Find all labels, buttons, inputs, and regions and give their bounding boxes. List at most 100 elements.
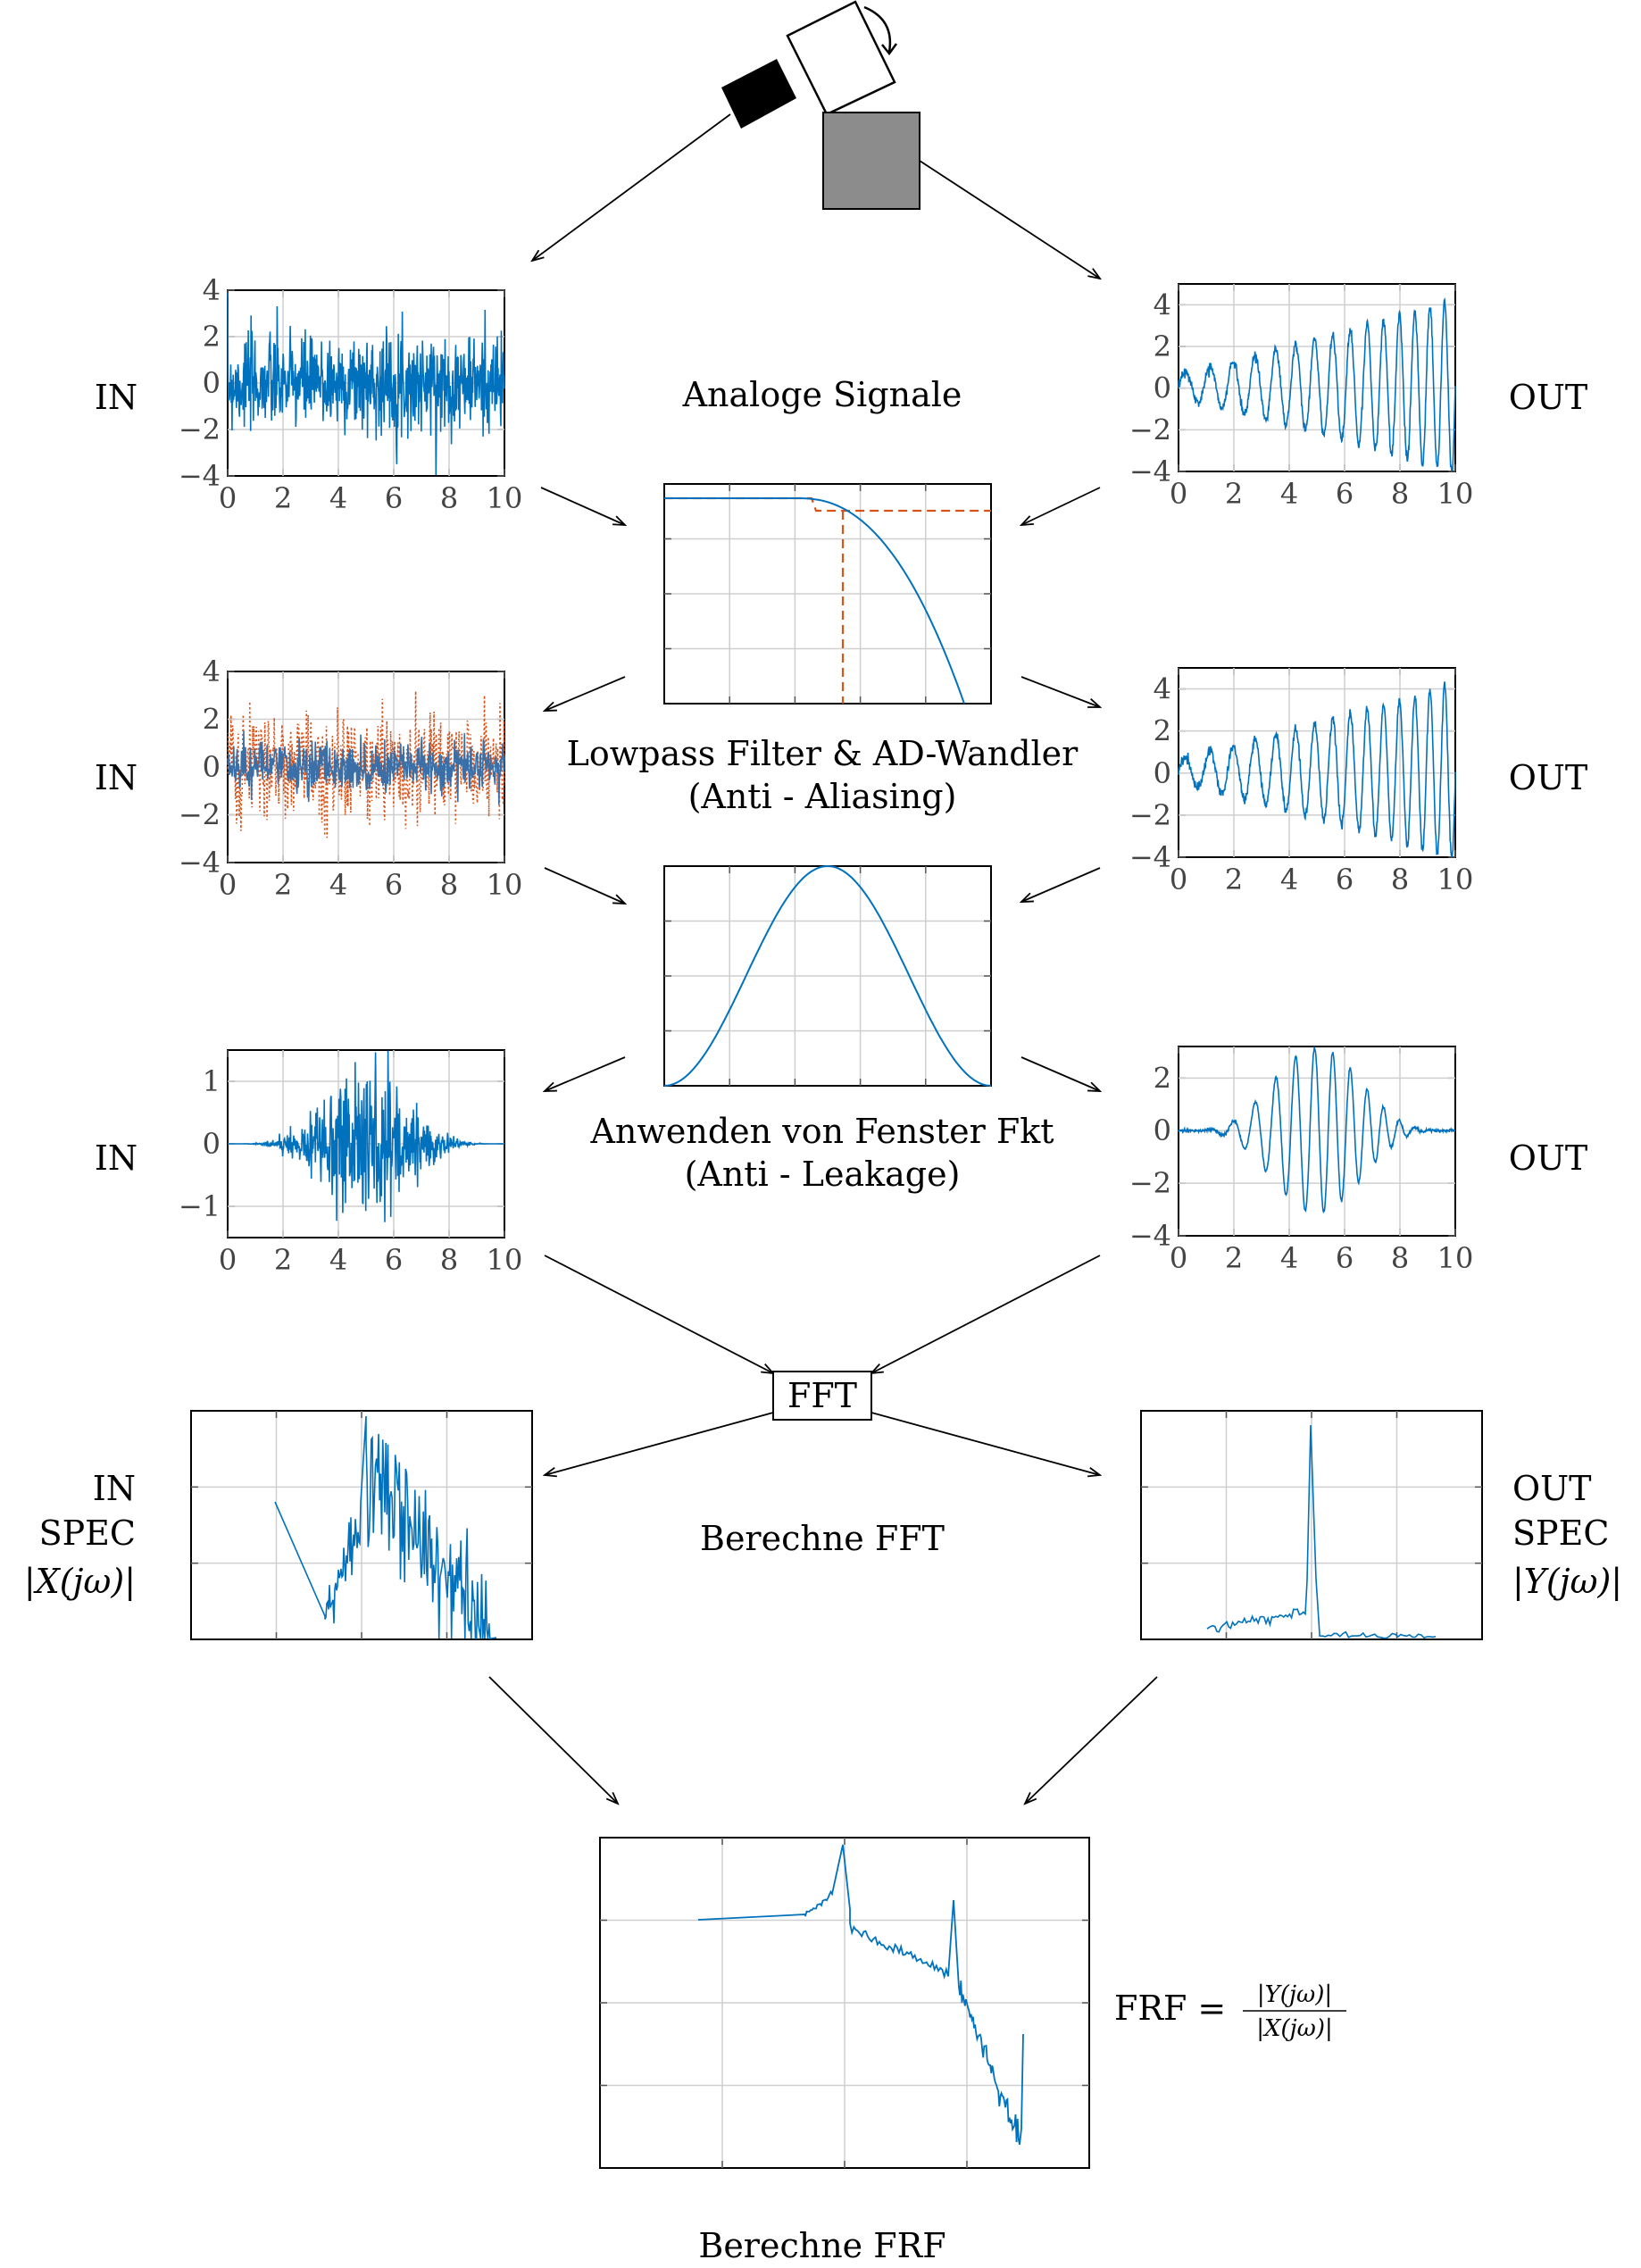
x-tick-label: 8 bbox=[440, 1243, 458, 1277]
in-spectrum-plot bbox=[190, 1410, 533, 1640]
lowpass-filter-plot bbox=[663, 483, 992, 705]
shaker-icon bbox=[721, 0, 898, 129]
y-tick-label: 0 bbox=[203, 366, 221, 400]
y-tick-label: 0 bbox=[203, 1127, 221, 1161]
y-tick-label: 4 bbox=[1154, 288, 1171, 321]
y-tick-label: −2 bbox=[179, 798, 221, 832]
y-tick-label: 2 bbox=[1154, 329, 1171, 363]
y-tick-label: 0 bbox=[203, 750, 221, 784]
x-tick-label: 10 bbox=[487, 1243, 523, 1277]
y-tick-label: −2 bbox=[179, 413, 221, 446]
out-spectrum-line bbox=[1206, 1424, 1437, 1639]
x-tick-label: 4 bbox=[1280, 1241, 1298, 1275]
out-label-analog: OUT bbox=[1509, 378, 1588, 417]
in-sampled-raw-line bbox=[227, 691, 505, 838]
out-analog-plot: 0 2 4 6 8 10 4 2 0 −2 −4 bbox=[1129, 283, 1474, 511]
y-tick-label: −2 bbox=[1129, 413, 1171, 446]
x-tick-label: 4 bbox=[1280, 863, 1298, 896]
out-sampled-plot: 0 2 4 6 8 10 4 2 0 −2 −4 bbox=[1129, 667, 1474, 896]
in-analog-plot: 0 2 4 6 8 10 4 2 0 −2 −4 bbox=[179, 273, 523, 515]
in-sampled-plot: 0 2 4 6 8 10 4 2 0 −2 −4 bbox=[179, 655, 523, 902]
out-windowed-signal-line bbox=[1178, 1045, 1455, 1214]
in-spec-label-1: IN bbox=[93, 1469, 136, 1508]
stage-filter-label-2: (Anti - Aliasing) bbox=[688, 777, 957, 816]
in-spectrum-grid bbox=[191, 1411, 532, 1639]
out-spec-label-2: SPEC bbox=[1512, 1513, 1609, 1553]
frf-formula-num: |Y(jω)| bbox=[1257, 1981, 1332, 2008]
hann-window-line bbox=[663, 864, 992, 1087]
specimen-block bbox=[822, 112, 920, 210]
stage-fft-label: Berechne FFT bbox=[700, 1519, 945, 1558]
in-spectrum-line bbox=[274, 1415, 497, 1639]
stage-analog-label: Analoge Signale bbox=[682, 375, 962, 414]
out-label-sampled: OUT bbox=[1509, 758, 1588, 797]
out-windowed-plot: 0 2 4 6 8 10 2 0 −2 −4 bbox=[1129, 1045, 1474, 1275]
x-tick-label: 4 bbox=[329, 481, 347, 515]
in-sampled-filtered-line bbox=[227, 730, 505, 805]
stage-window-label-1: Anwenden von Fenster Fkt bbox=[589, 1112, 1054, 1151]
x-tick-label: 2 bbox=[274, 1243, 292, 1277]
y-tick-label: 2 bbox=[203, 703, 221, 737]
y-tick-label: −1 bbox=[179, 1189, 221, 1223]
y-tick-label: −4 bbox=[1129, 840, 1171, 874]
out-sampled-signal-line bbox=[1178, 681, 1456, 857]
x-tick-label: 0 bbox=[1170, 477, 1187, 511]
stage-frf-label: Berechne FRF bbox=[698, 2226, 945, 2265]
x-tick-label: 2 bbox=[274, 481, 292, 515]
y-tick-label: −4 bbox=[1129, 1219, 1171, 1253]
y-tick-label: 2 bbox=[1154, 1061, 1171, 1095]
x-tick-label: 4 bbox=[329, 868, 347, 902]
out-analog-signal-line bbox=[1178, 297, 1456, 471]
x-tick-label: 6 bbox=[1336, 863, 1354, 896]
x-tick-label: 2 bbox=[274, 868, 292, 902]
in-spec-label-2: SPEC bbox=[39, 1513, 136, 1553]
y-tick-label: 4 bbox=[203, 273, 221, 307]
x-tick-label: 10 bbox=[1437, 477, 1474, 511]
lowpass-filter-grid bbox=[664, 484, 991, 704]
in-windowed-signal-line bbox=[228, 1050, 504, 1222]
out-spec-label-3: |Y(jω)| bbox=[1512, 1562, 1622, 1601]
y-tick-label: −2 bbox=[1129, 798, 1171, 832]
x-tick-label: 2 bbox=[1225, 1241, 1243, 1275]
y-tick-label: 4 bbox=[1154, 672, 1171, 706]
y-tick-label: 4 bbox=[203, 655, 221, 688]
x-tick-label: 6 bbox=[385, 481, 403, 515]
y-tick-label: −2 bbox=[1129, 1166, 1171, 1200]
y-tick-label: 0 bbox=[1154, 371, 1171, 405]
out-spectrum-grid bbox=[1141, 1411, 1482, 1639]
y-tick-label: −4 bbox=[179, 459, 221, 493]
out-spec-label-1: OUT bbox=[1512, 1469, 1592, 1508]
y-tick-label: 0 bbox=[1154, 756, 1171, 790]
x-tick-label: 4 bbox=[1280, 477, 1298, 511]
out-label-windowed: OUT bbox=[1509, 1138, 1588, 1178]
in-label-windowed: IN bbox=[95, 1138, 137, 1178]
x-tick-label: 4 bbox=[329, 1243, 347, 1277]
y-tick-label: −4 bbox=[1129, 454, 1171, 488]
x-tick-label: 6 bbox=[385, 1243, 403, 1277]
y-tick-label: −4 bbox=[179, 846, 221, 880]
fft-box bbox=[772, 1371, 872, 1421]
x-tick-label: 8 bbox=[1391, 1241, 1409, 1275]
stage-filter-label-1: Lowpass Filter & AD-Wandler bbox=[567, 734, 1079, 773]
x-tick-label: 6 bbox=[1336, 477, 1354, 511]
x-tick-label: 2 bbox=[1225, 477, 1243, 511]
x-tick-label: 6 bbox=[385, 868, 403, 902]
x-tick-label: 10 bbox=[1437, 863, 1474, 896]
x-tick-label: 0 bbox=[1170, 1241, 1187, 1275]
in-label-analog: IN bbox=[95, 378, 137, 417]
frf-formula-den: |X(jω)| bbox=[1256, 2015, 1333, 2042]
fft-box-label: FFT bbox=[787, 1376, 857, 1415]
x-tick-label: 10 bbox=[1437, 1241, 1474, 1275]
x-tick-label: 8 bbox=[1391, 863, 1409, 896]
frf-line bbox=[697, 1844, 1024, 2145]
frf-plot bbox=[599, 1837, 1090, 2169]
in-analog-signal-line bbox=[227, 292, 505, 476]
y-tick-label: 2 bbox=[1154, 714, 1171, 748]
x-tick-label: 6 bbox=[1336, 1241, 1354, 1275]
x-tick-label: 8 bbox=[440, 868, 458, 902]
in-spec-label-3: |X(jω)| bbox=[24, 1562, 136, 1601]
x-tick-label: 2 bbox=[1225, 863, 1243, 896]
x-tick-label: 0 bbox=[219, 481, 237, 515]
